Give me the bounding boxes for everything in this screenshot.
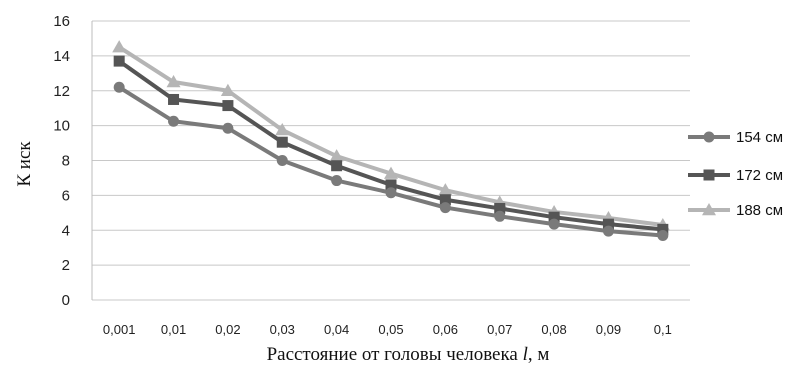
x-tick-label: 0,09 (596, 322, 621, 337)
x-axis-title: Расстояние от головы человека l, м (267, 344, 550, 365)
legend-item: 188 см (688, 202, 783, 219)
data-point-circle (331, 175, 343, 187)
x-tick-label: 0,01 (161, 322, 186, 337)
y-tick-label: 16 (53, 13, 70, 30)
data-point-square (331, 160, 343, 172)
y-tick-label: 4 (62, 222, 70, 239)
y-tick-label: 12 (53, 83, 70, 100)
data-point-circle (494, 210, 506, 222)
data-point-circle (439, 202, 451, 214)
y-tick-label: 14 (53, 48, 70, 65)
data-point-circle (703, 131, 715, 143)
series-3 (112, 40, 670, 231)
data-point-circle (548, 218, 560, 230)
data-point-triangle (220, 83, 235, 96)
x-tick-label: 0,05 (378, 322, 403, 337)
y-tick-label: 0 (62, 292, 70, 309)
x-tick-label: 0,08 (541, 322, 566, 337)
data-point-square (222, 100, 234, 112)
legend-label: 172 см (736, 167, 783, 184)
x-tick-label: 0,001 (103, 322, 136, 337)
y-tick-label: 6 (62, 187, 70, 204)
x-tick-label: 0,04 (324, 322, 349, 337)
data-point-square (168, 93, 180, 105)
data-point-square (494, 202, 506, 214)
data-point-triangle (384, 166, 398, 179)
series-1 (113, 81, 669, 241)
data-point-triangle (275, 122, 290, 136)
x-tick-label: 0,1 (654, 322, 672, 337)
data-point-square (548, 211, 560, 223)
x-axis-title-variable: l (523, 344, 528, 365)
data-point-square (439, 194, 451, 206)
y-tick-labels: 0 2 4 6 8 10 12 14 16 (53, 13, 70, 309)
data-point-triangle (438, 183, 453, 196)
gridlines (91, 20, 690, 301)
data-point-triangle (112, 40, 127, 53)
data-point-circle (602, 225, 614, 237)
x-tick-label: 0,03 (270, 322, 295, 337)
y-tick-label: 10 (53, 118, 70, 135)
series-layer (112, 40, 670, 241)
legend-label: 154 см (736, 129, 783, 146)
x-tick-labels: 0,001 0,01 0,02 0,03 0,04 0,05 0,06 0,07 0,08 0,0… (103, 322, 672, 337)
data-point-square (657, 223, 669, 235)
data-point-square (385, 179, 397, 191)
data-point-square (276, 136, 288, 148)
data-point-circle (276, 155, 288, 166)
legend-item: 172 см (688, 167, 783, 184)
x-tick-label: 0,07 (487, 322, 512, 337)
data-point-square (703, 169, 715, 181)
series-line (118, 45, 664, 228)
x-tick-label: 0,02 (215, 322, 240, 337)
x-tick-label: 0,06 (433, 322, 458, 337)
series-2 (113, 55, 669, 235)
x-axis-title-prefix: Расстояние от головы человека (267, 344, 523, 365)
data-point-triangle (329, 149, 344, 162)
data-point-circle (168, 115, 180, 127)
data-point-circle (657, 229, 669, 241)
data-point-square (602, 218, 614, 230)
data-point-circle (113, 81, 125, 93)
x-axis-title-suffix: , м (528, 344, 550, 365)
data-point-circle (222, 122, 234, 134)
legend-item: 154 см (688, 129, 783, 146)
legend: 154 см 172 см 188 см (688, 129, 783, 219)
y-axis-title: К иск (14, 141, 35, 187)
data-point-circle (385, 187, 397, 199)
y-tick-label: 8 (62, 153, 70, 170)
data-point-triangle (702, 203, 716, 216)
y-tick-label: 2 (62, 257, 70, 274)
legend-label: 188 см (736, 202, 783, 219)
data-point-square (113, 55, 125, 67)
data-point-triangle (166, 75, 181, 88)
